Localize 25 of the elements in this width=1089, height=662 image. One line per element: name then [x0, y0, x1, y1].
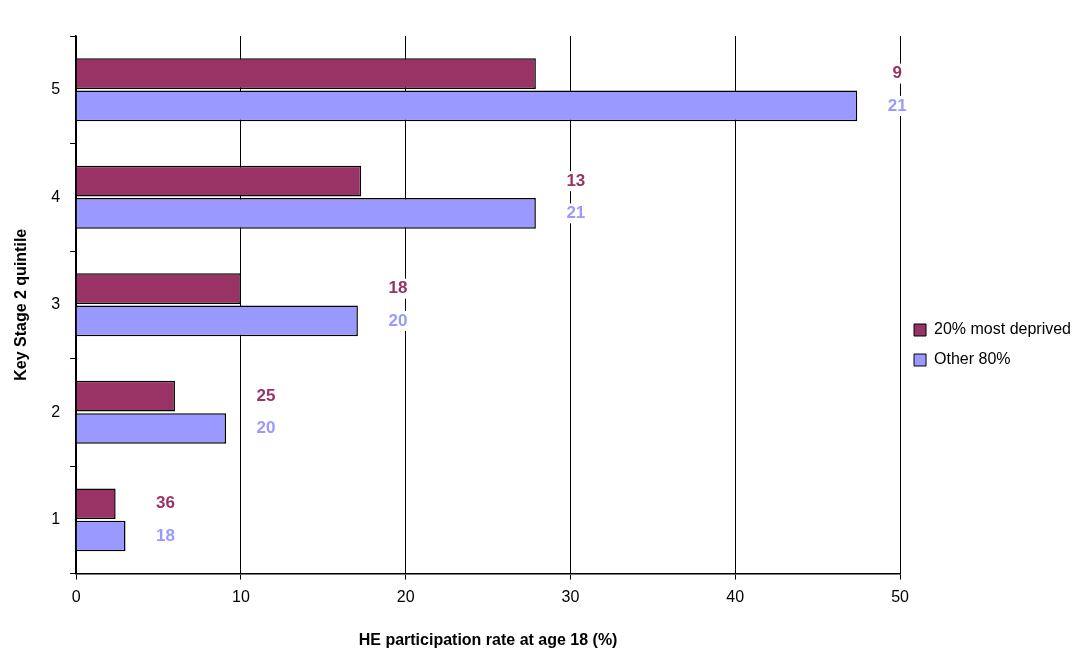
annotation: 9: [892, 63, 902, 83]
x-axis-title: HE participation rate at age 18 (%): [358, 630, 618, 648]
y-tick-label: 1: [51, 510, 61, 528]
legend-label: Other 80%: [934, 350, 1011, 368]
annotation: 36: [156, 493, 175, 513]
annotation: 13: [566, 170, 586, 190]
y-tick-label: 2: [51, 402, 61, 420]
annotation: 21: [887, 95, 907, 115]
y-tick-label: 5: [51, 80, 61, 98]
x-tick-label: 10: [231, 587, 250, 605]
annotation: 20: [256, 418, 276, 438]
annotation: 20: [388, 310, 408, 330]
annotation: 21: [566, 203, 586, 223]
annotation: 18: [156, 525, 175, 545]
y-tick-label: 4: [51, 187, 61, 205]
annotation: 25: [256, 385, 276, 405]
annotation: 18: [388, 278, 408, 298]
legend-label: 20% most deprived: [934, 320, 1072, 338]
x-tick-label: 20: [396, 587, 415, 605]
y-tick-label: 3: [51, 295, 61, 313]
x-tick-label: 30: [561, 587, 580, 605]
x-tick-label: 50: [891, 587, 910, 605]
x-tick-label: 0: [71, 587, 81, 605]
x-tick-label: 40: [726, 587, 745, 605]
y-axis-title: Key Stage 2 quintile: [12, 228, 30, 381]
